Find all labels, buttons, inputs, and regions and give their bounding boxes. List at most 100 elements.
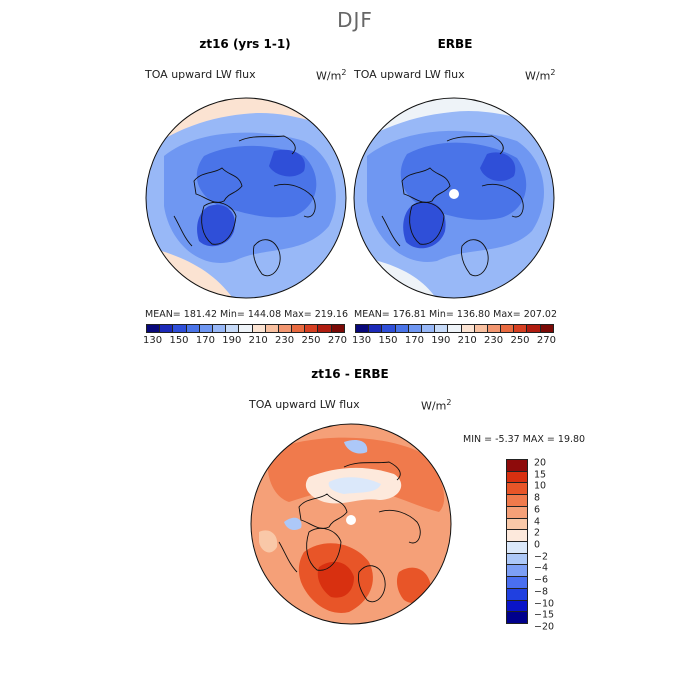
colorbar-swatch	[238, 324, 253, 333]
field-siberia-min	[480, 152, 516, 182]
colorbar-tick-label: 190	[431, 335, 451, 346]
colorbar-tick-label: 270	[327, 335, 347, 346]
colorbar-diff	[506, 459, 528, 624]
colorbar-swatch	[513, 324, 528, 333]
stats-model: MEAN= 181.42 Min= 144.08 Max= 219.16	[145, 309, 349, 320]
colorbar-tick-label: 250	[301, 335, 321, 346]
pole-hole-marker	[449, 189, 459, 199]
colorbar-tick-label: 8	[534, 492, 541, 504]
colorbar-tick-label: 0	[534, 539, 541, 551]
colorbar-swatch	[526, 324, 541, 333]
colorbar-tick-label: 6	[534, 504, 541, 516]
colorbar-swatch	[355, 324, 370, 333]
map-boundary	[353, 97, 555, 299]
colorbar-tick-label: 150	[378, 335, 398, 346]
colorbar-tick-label: −4	[534, 562, 549, 574]
unit-label-model: W/m2	[316, 68, 346, 83]
colorbar-tick-label: −2	[534, 551, 549, 563]
colorbar-tick-label: 20	[534, 457, 547, 469]
coastlines-model	[173, 135, 316, 277]
field-negative-patch	[344, 440, 368, 454]
colorbar-swatch	[172, 324, 187, 333]
field-greenland-min	[197, 204, 235, 247]
colorbar-tick-label: −8	[534, 586, 549, 598]
colorbar-swatches	[355, 324, 554, 333]
colorbar-model: 130 150 170 190 210 230 250 270	[143, 324, 347, 349]
colorbar-tick-label: 190	[222, 335, 242, 346]
map-boundary	[250, 423, 452, 625]
colorbar-tick-label: 230	[275, 335, 295, 346]
colorbar-ticks: 130 150 170 190 210 230 250 270	[143, 335, 347, 349]
colorbar-tick-label: 150	[169, 335, 189, 346]
colorbar-swatch	[473, 324, 488, 333]
polar-map-diff	[250, 423, 452, 625]
colorbar-diff-ticks: 20 15 10 8 6 4 2 0 −2 −4 −6 −8 −10 −15 −20	[534, 457, 574, 633]
colorbar-tick-label: 130	[143, 335, 163, 346]
map-field-diff	[251, 424, 451, 624]
colorbar-swatch	[368, 324, 383, 333]
colorbar-swatch	[460, 324, 475, 333]
map-field-model	[146, 98, 346, 298]
variable-label-diff: TOA upward LW flux	[249, 398, 360, 411]
polar-map-model	[145, 97, 347, 299]
variable-label-model: TOA upward LW flux	[145, 68, 256, 81]
unit-exponent: 2	[341, 68, 347, 77]
colorbar-tick-label: −15	[534, 609, 555, 621]
colorbar-swatch	[317, 324, 332, 333]
colorbar-tick-label: 10	[534, 480, 547, 492]
pole-hole-marker	[346, 515, 356, 525]
panel-title-model: zt16 (yrs 1-1)	[199, 37, 291, 51]
colorbar-swatch	[420, 324, 436, 333]
colorbar-swatch	[251, 324, 266, 333]
map-field-obs	[354, 98, 554, 298]
colorbar-swatches	[146, 324, 345, 333]
field-moderate-diff	[259, 530, 278, 553]
colorbar-tick-label: 15	[534, 469, 547, 481]
field-siberia-min	[269, 149, 305, 177]
stats-obs: MEAN= 176.81 Min= 136.80 Max= 207.02	[354, 309, 558, 320]
colorbar-swatch	[486, 324, 502, 333]
variable-label-obs: TOA upward LW flux	[354, 68, 465, 81]
colorbar-obs: 130 150 170 190 210 230 250 270	[352, 324, 556, 349]
unit-label-diff: W/m2	[421, 398, 451, 413]
colorbar-swatch	[394, 324, 409, 333]
stats-diff: MIN = -5.37 MAX = 19.80	[463, 434, 586, 445]
colorbar-swatch	[304, 324, 319, 333]
unit-base: W/m	[525, 69, 551, 83]
colorbar-swatch	[211, 324, 227, 333]
unit-label-obs: W/m2	[525, 68, 555, 83]
panel-title-diff: zt16 - ERBE	[311, 367, 389, 381]
colorbar-swatch	[225, 324, 240, 333]
field-max-diff	[317, 561, 354, 598]
coastlines-diff	[278, 461, 421, 603]
colorbar-tick-label: 210	[457, 335, 477, 346]
colorbar-tick-label: 230	[484, 335, 504, 346]
colorbar-swatch	[277, 324, 293, 333]
panel-title-obs: ERBE	[437, 37, 473, 51]
colorbar-tick-label: 210	[248, 335, 268, 346]
colorbar-swatch	[539, 324, 554, 333]
unit-exponent: 2	[446, 398, 452, 407]
colorbar-swatch	[291, 324, 306, 333]
colorbar-swatch	[447, 324, 462, 333]
colorbar-tick-label: 2	[534, 527, 541, 539]
colorbar-swatch	[434, 324, 449, 333]
polar-map-obs	[353, 97, 555, 299]
colorbar-swatch	[198, 324, 213, 333]
unit-base: W/m	[421, 399, 447, 413]
colorbar-swatch	[381, 324, 396, 333]
colorbar-tick-label: −10	[534, 598, 555, 610]
colorbar-tick-label: 270	[536, 335, 556, 346]
page-title: DJF	[337, 8, 373, 32]
colorbar-swatch	[330, 324, 345, 333]
field-slight-negative	[328, 477, 381, 494]
colorbar-swatch	[185, 324, 200, 333]
colorbar-swatch	[146, 324, 161, 333]
colorbar-swatch	[159, 324, 174, 333]
colorbar-tick-label: 250	[510, 335, 530, 346]
colorbar-swatch	[506, 611, 528, 624]
colorbar-swatch	[500, 324, 515, 333]
colorbar-tick-label: 170	[404, 335, 424, 346]
colorbar-swatch	[407, 324, 422, 333]
colorbar-ticks: 130 150 170 190 210 230 250 270	[352, 335, 556, 349]
